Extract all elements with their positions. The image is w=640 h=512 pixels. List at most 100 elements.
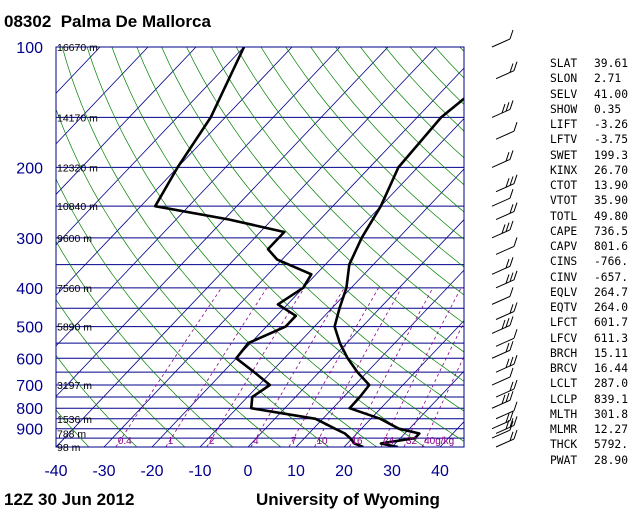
index-key: LFCT xyxy=(550,316,578,330)
isotherm-line xyxy=(391,370,464,447)
height-label: 14170 m xyxy=(57,112,98,124)
wind-barb-feather xyxy=(501,224,506,234)
pressure-tick-label: 100 xyxy=(16,40,43,57)
index-value: -766. xyxy=(594,255,629,269)
temperature-tick-label: 20 xyxy=(335,463,353,480)
wind-barb-staff xyxy=(491,420,511,430)
wind-barb-feather xyxy=(513,61,518,71)
mixing-ratio-label: 1 xyxy=(168,436,174,447)
index-key: EQLV xyxy=(550,285,578,299)
index-value: -3.26 xyxy=(594,118,629,131)
wind-barb-staff xyxy=(491,376,511,386)
wind-barb-feather xyxy=(509,431,514,441)
index-key: CAPE xyxy=(550,224,578,238)
dry-adiabat-line xyxy=(260,47,464,268)
temperature-tick-label: 10 xyxy=(287,463,305,480)
index-value: 0.35 xyxy=(594,102,622,116)
wind-barb-staff xyxy=(491,197,511,207)
wind-barb-feather xyxy=(505,413,510,423)
wind-barb-feather xyxy=(513,355,518,365)
dry-adiabat-line xyxy=(111,47,464,442)
wind-barb-staff xyxy=(491,108,511,118)
index-key: EQTV xyxy=(550,301,578,314)
index-key: LCLT xyxy=(550,377,578,391)
index-key: LIFT xyxy=(550,118,578,131)
height-label: 16670 m xyxy=(57,42,98,54)
wind-barb-feather xyxy=(509,189,514,199)
observation-date: 12Z 30 Jun 2012 xyxy=(4,490,135,509)
index-value: 264.0 xyxy=(594,301,629,314)
index-row: BRCH 15.11 xyxy=(550,346,628,361)
mixing-ratio-label: 2 xyxy=(209,436,215,447)
wind-barb-staff xyxy=(491,265,511,275)
wind-barb-feather xyxy=(509,272,514,282)
data-source: University of Wyoming xyxy=(256,490,440,509)
index-key: THCK xyxy=(550,438,578,452)
wind-barb xyxy=(491,29,514,48)
wind-barb-staff xyxy=(491,295,511,305)
isotherm-line xyxy=(56,47,341,347)
dry-adiabat-line xyxy=(56,409,90,447)
wind-barb-feather xyxy=(501,394,506,404)
wind-barb-staff xyxy=(495,245,515,255)
station-title: 08302 Palma De Mallorca xyxy=(4,12,211,31)
index-key: SLON xyxy=(550,72,578,86)
wind-barb-feather xyxy=(509,420,514,431)
index-key: SWET xyxy=(550,148,578,162)
wind-barb-feather xyxy=(505,258,510,269)
index-row: THCK 5792. xyxy=(550,437,628,452)
height-label: 9600 m xyxy=(57,233,92,245)
index-row: TOTL 49.80 xyxy=(550,209,628,224)
wind-barb-staff xyxy=(491,158,511,168)
index-key: PWAT xyxy=(550,453,578,467)
mixing-ratio-label: 10 xyxy=(316,436,328,447)
isotherm-line xyxy=(56,47,389,398)
wind-barb xyxy=(495,174,518,193)
mixing-ratio-label: 32 xyxy=(406,436,418,447)
wind-barb-feather xyxy=(509,356,514,367)
pressure-tick-label: 300 xyxy=(16,231,43,248)
dry-adiabat-line xyxy=(86,47,426,447)
wind-barb xyxy=(495,416,518,434)
index-row: MLMR 12.27 xyxy=(550,422,628,437)
temperature-profile xyxy=(333,96,464,447)
index-value: 2.71 xyxy=(594,72,622,86)
isotherm-line xyxy=(199,168,464,447)
dewpoint-profile xyxy=(153,47,364,447)
index-row: CAPE 736.5 xyxy=(550,224,628,239)
wind-barb-staff xyxy=(495,211,515,221)
isotherm-line xyxy=(295,269,464,447)
wind-barb-staff xyxy=(495,130,515,140)
height-label: 1536 m xyxy=(57,414,92,426)
pressure-tick-label: 700 xyxy=(16,378,43,395)
wind-barb xyxy=(495,379,518,398)
wind-barb-feather xyxy=(509,287,514,297)
wind-barb-staff xyxy=(495,337,515,347)
index-row: SHOW 0.35 xyxy=(550,102,628,117)
wind-barb-staff xyxy=(491,349,511,359)
isotherm-line xyxy=(56,47,245,246)
index-value: 611.3 xyxy=(594,331,629,345)
temperature-tick-label: -30 xyxy=(92,463,115,480)
index-row: LIFT -3.26 xyxy=(550,117,628,132)
wind-barbs xyxy=(491,29,518,448)
height-label: 7560 m xyxy=(57,283,92,295)
mixing-ratio-line xyxy=(314,287,402,447)
mixing-ratio-line xyxy=(349,287,434,447)
wind-barb-staff xyxy=(495,279,515,289)
temperature-tick-label: -10 xyxy=(188,463,211,480)
index-row: SLAT 39.61 xyxy=(550,56,628,71)
index-key: SELV xyxy=(550,87,578,101)
isotherm-line xyxy=(56,47,293,297)
stability-indices-panel: SLAT 39.61 SLON 2.71 SELV 41.00 SHOW 0.35 LIFT -3… xyxy=(550,56,628,468)
wind-barb-feather xyxy=(509,418,514,428)
height-label: 12320 m xyxy=(57,162,98,174)
wind-barb-feather xyxy=(513,416,518,426)
wind-barb xyxy=(491,420,514,439)
wind-barb-staff xyxy=(491,399,511,409)
wind-barb-staff xyxy=(495,410,515,420)
pressure-tick-label: 600 xyxy=(16,351,43,368)
wind-barb-staff xyxy=(491,429,511,439)
index-row: CINV -657. xyxy=(550,270,628,285)
